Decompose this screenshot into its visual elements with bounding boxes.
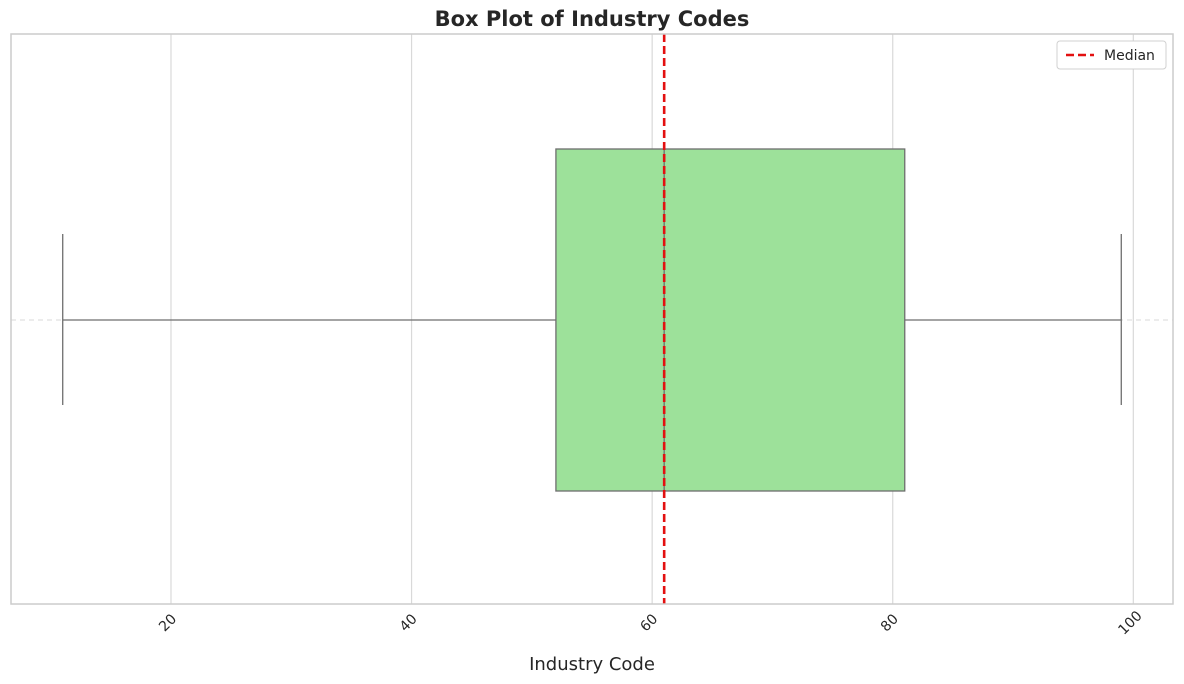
legend-box [1056, 40, 1167, 70]
plot-frame [10, 33, 1174, 605]
x-tick-label: 80 [878, 611, 902, 635]
x-tick-label: 20 [156, 611, 180, 635]
x-tick-label: 100 [1115, 608, 1145, 638]
chart-title: Box Plot of Industry Codes [435, 7, 750, 31]
legend-median-label: Median [1104, 48, 1155, 64]
legend: Median [1056, 40, 1167, 70]
iqr-box [555, 148, 906, 492]
x-tick-label: 60 [637, 611, 661, 635]
plot-area [10, 33, 1174, 605]
x-tick-label: 40 [397, 611, 421, 635]
x-axis-label: Industry Code [529, 654, 655, 675]
